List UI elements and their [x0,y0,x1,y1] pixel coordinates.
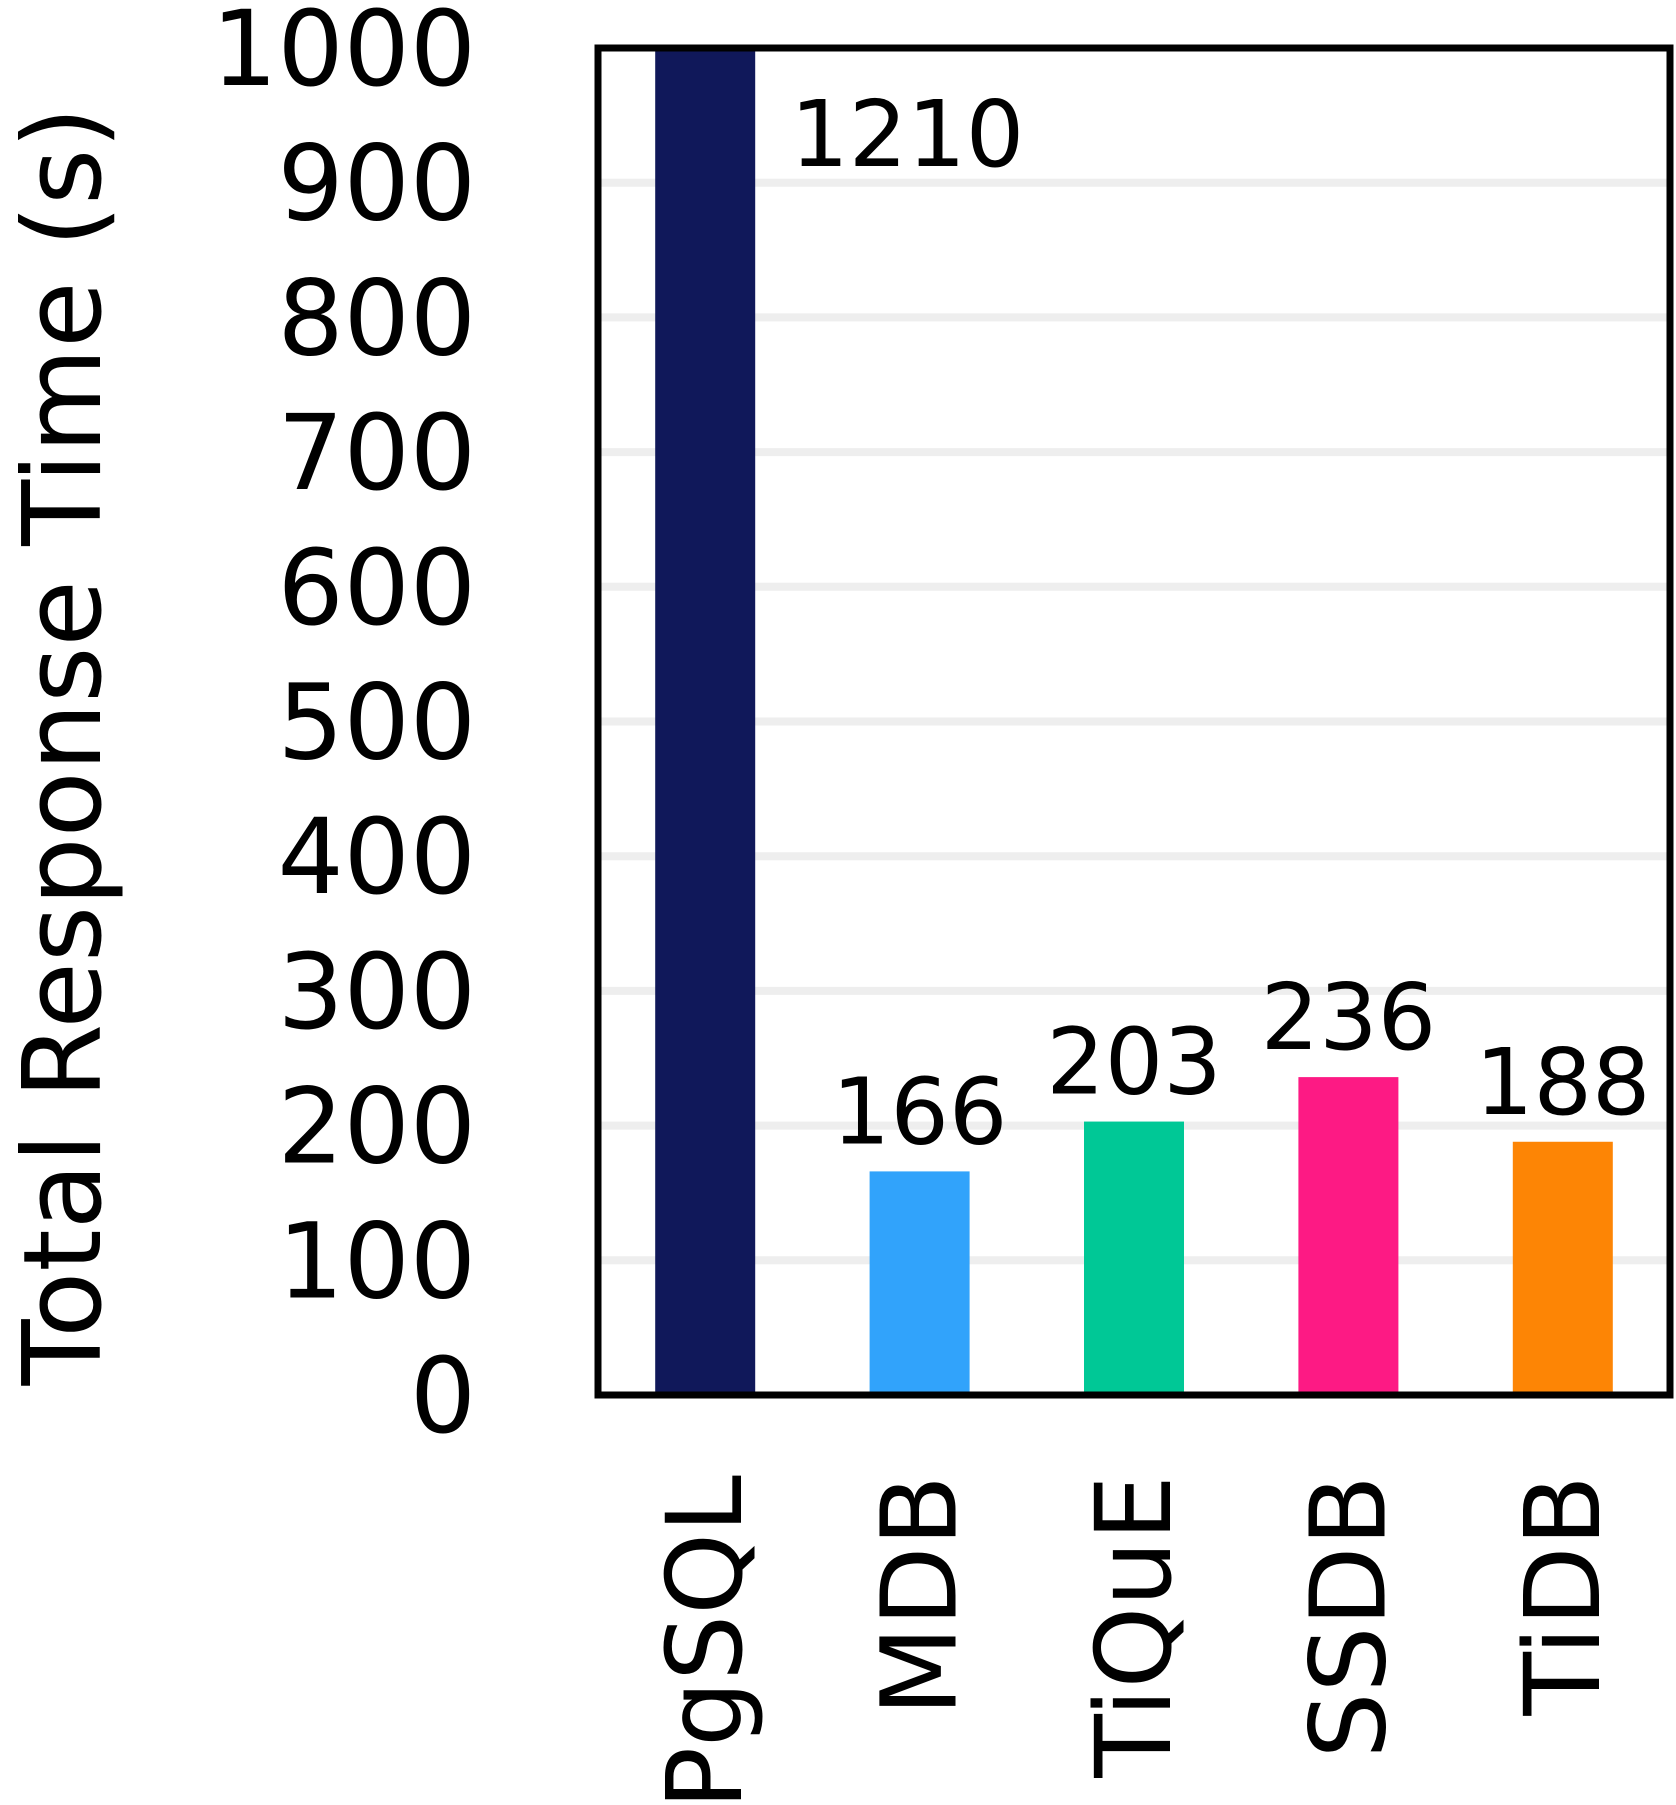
data-label-tique: 203 [1046,1009,1222,1116]
y-tick-label: 200 [277,1066,476,1188]
category-label-pgsql: PgSQL [644,1475,766,1805]
y-tick-label: 900 [277,123,476,245]
y-tick-label: 700 [277,392,476,514]
data-label-pgsql: 1210 [790,81,1024,188]
data-label-ssdb: 236 [1261,964,1437,1071]
category-label-tidb: TiDB [1502,1475,1624,1717]
data-labels: 1210 166 203 236 188 [790,81,1650,1165]
y-tick-label: 0 [410,1335,476,1457]
category-label-tique: TiQuE [1073,1475,1195,1779]
bar-ssdb [1298,1077,1399,1395]
y-tick-label: 400 [277,796,476,918]
y-axis-title: Total Response Time (s) [1,107,126,1387]
category-label-ssdb: SSDB [1287,1475,1409,1758]
category-labels: PgSQL MDB TiQuE SSDB TiDB [644,1475,1624,1805]
bar-mdb [869,1171,970,1395]
y-tick-label: 500 [277,662,476,784]
bars [655,48,1613,1395]
y-tick-label: 300 [277,931,476,1053]
bar-pgsql [655,48,756,1395]
data-label-tidb: 188 [1475,1029,1651,1136]
y-tick-label: 600 [277,527,476,649]
y-tick-label: 100 [277,1200,476,1322]
plot-frame [594,44,1674,1399]
bar-tidb [1512,1141,1613,1395]
category-label-mdb: MDB [859,1475,981,1716]
y-tick-label: 800 [277,257,476,379]
gridlines [598,178,1670,1265]
data-label-mdb: 166 [832,1058,1008,1165]
bar-tique [1084,1121,1184,1395]
y-tick-label: 1000 [211,0,476,110]
